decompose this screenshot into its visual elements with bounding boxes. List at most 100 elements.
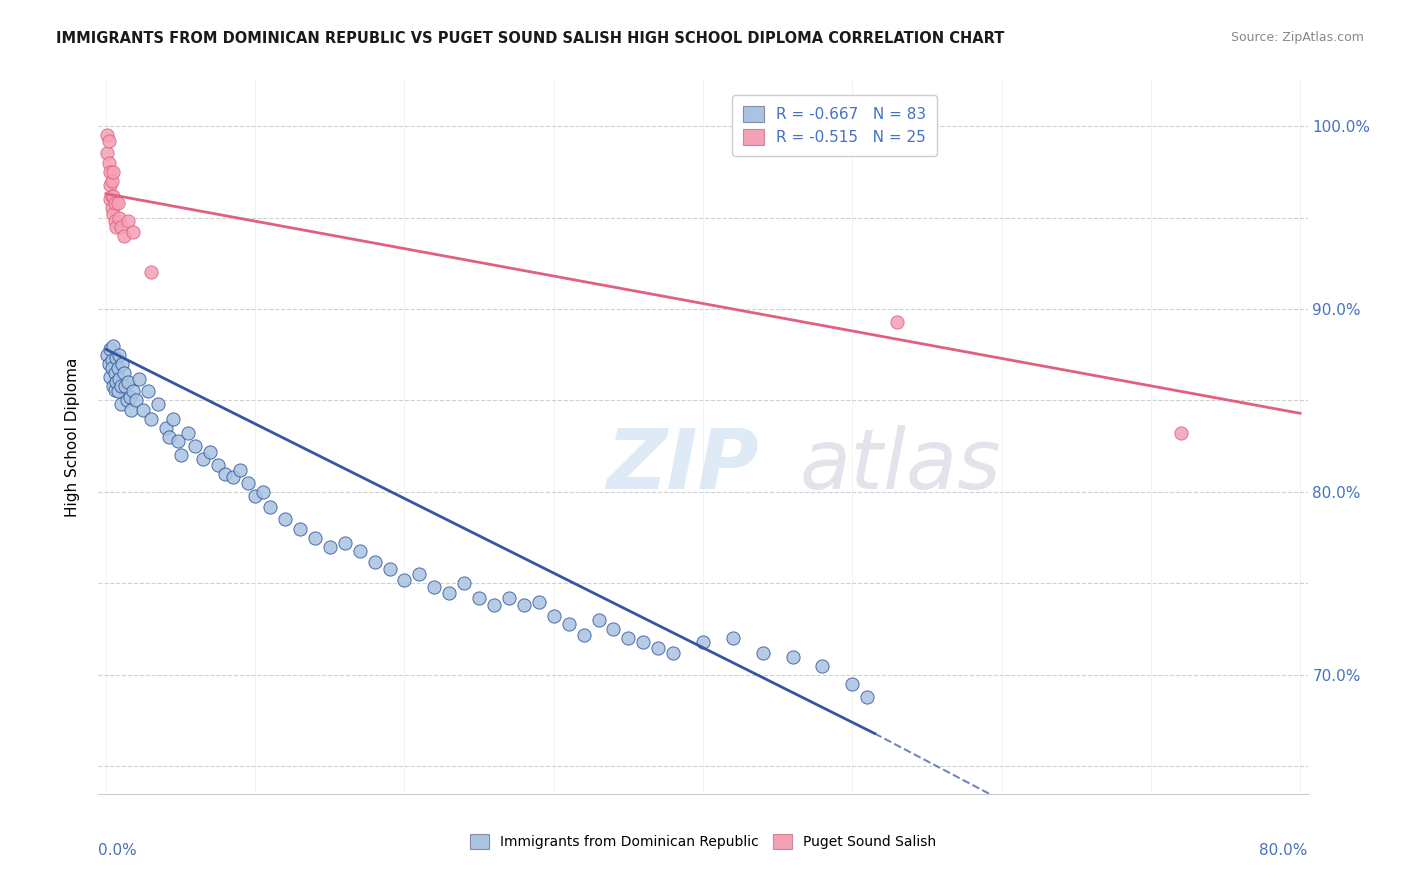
Point: [146, 397, 169, 411]
Point: [207, 458, 229, 472]
Point: [139, 265, 162, 279]
Point: [117, 375, 139, 389]
Point: [96, 128, 118, 143]
Point: [104, 383, 127, 397]
Point: [107, 360, 129, 375]
Point: [101, 188, 124, 202]
Point: [841, 677, 863, 691]
Point: [662, 646, 685, 660]
Point: [101, 353, 124, 368]
Point: [304, 531, 326, 545]
Point: [132, 402, 155, 417]
Point: [274, 512, 297, 526]
Point: [107, 195, 129, 210]
Point: [236, 475, 259, 490]
Point: [101, 174, 124, 188]
Point: [104, 214, 127, 228]
Point: [617, 632, 640, 646]
Point: [439, 585, 461, 599]
Point: [184, 439, 207, 453]
Point: [112, 366, 135, 380]
Point: [98, 178, 121, 192]
Point: [252, 485, 274, 500]
Point: [782, 649, 804, 664]
Point: [103, 379, 125, 393]
Point: [288, 522, 311, 536]
Point: [139, 411, 162, 425]
Point: [1170, 426, 1192, 441]
Point: [98, 343, 121, 357]
Point: [118, 390, 141, 404]
Point: [111, 357, 134, 371]
Point: [349, 543, 371, 558]
Point: [394, 573, 416, 587]
Point: [107, 384, 129, 399]
Point: [117, 214, 139, 228]
Point: [482, 599, 505, 613]
Point: [856, 690, 879, 704]
Text: Source: ZipAtlas.com: Source: ZipAtlas.com: [1230, 31, 1364, 45]
Point: [647, 640, 669, 655]
Point: [105, 219, 128, 234]
Point: [229, 463, 252, 477]
Point: [588, 613, 610, 627]
Point: [98, 369, 121, 384]
Point: [378, 562, 401, 576]
Point: [453, 576, 475, 591]
Point: [101, 202, 124, 216]
Point: [811, 658, 834, 673]
Point: [166, 434, 188, 448]
Point: [104, 195, 127, 210]
Point: [121, 225, 143, 239]
Point: [105, 375, 128, 389]
Point: [633, 635, 655, 649]
Point: [120, 402, 142, 417]
Point: [513, 599, 536, 613]
Point: [115, 393, 138, 408]
Point: [423, 580, 446, 594]
Point: [103, 188, 125, 202]
Point: [136, 384, 159, 399]
Text: 80.0%: 80.0%: [1260, 843, 1308, 858]
Point: [110, 379, 132, 393]
Point: [114, 379, 136, 393]
Point: [98, 192, 121, 206]
Point: [200, 444, 222, 458]
Point: [886, 315, 908, 329]
Text: 0.0%: 0.0%: [98, 843, 138, 858]
Text: ZIP: ZIP: [606, 425, 759, 506]
Point: [243, 489, 266, 503]
Point: [363, 554, 385, 568]
Point: [108, 371, 131, 385]
Point: [108, 211, 131, 225]
Point: [557, 616, 579, 631]
Text: atlas: atlas: [800, 425, 1001, 506]
Y-axis label: High School Diploma: High School Diploma: [65, 358, 80, 516]
Point: [692, 635, 714, 649]
Point: [96, 348, 118, 362]
Point: [112, 228, 135, 243]
Point: [259, 500, 281, 514]
Point: [98, 165, 121, 179]
Point: [121, 384, 143, 399]
Point: [543, 609, 565, 624]
Point: [103, 338, 125, 352]
Point: [157, 430, 180, 444]
Point: [191, 452, 214, 467]
Point: [103, 207, 125, 221]
Point: [155, 421, 177, 435]
Point: [572, 628, 595, 642]
Point: [408, 567, 430, 582]
Point: [162, 411, 184, 425]
Point: [527, 595, 550, 609]
Point: [177, 426, 200, 441]
Point: [104, 366, 127, 380]
Point: [108, 348, 131, 362]
Point: [101, 360, 124, 375]
Point: [214, 467, 236, 481]
Point: [498, 591, 520, 606]
Point: [333, 536, 356, 550]
Point: [222, 470, 245, 484]
Point: [602, 622, 624, 636]
Point: [128, 371, 150, 385]
